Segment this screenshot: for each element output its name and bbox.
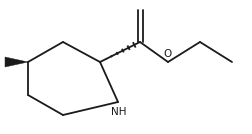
Text: O: O <box>164 49 172 59</box>
Polygon shape <box>5 57 28 67</box>
Text: NH: NH <box>111 107 127 117</box>
